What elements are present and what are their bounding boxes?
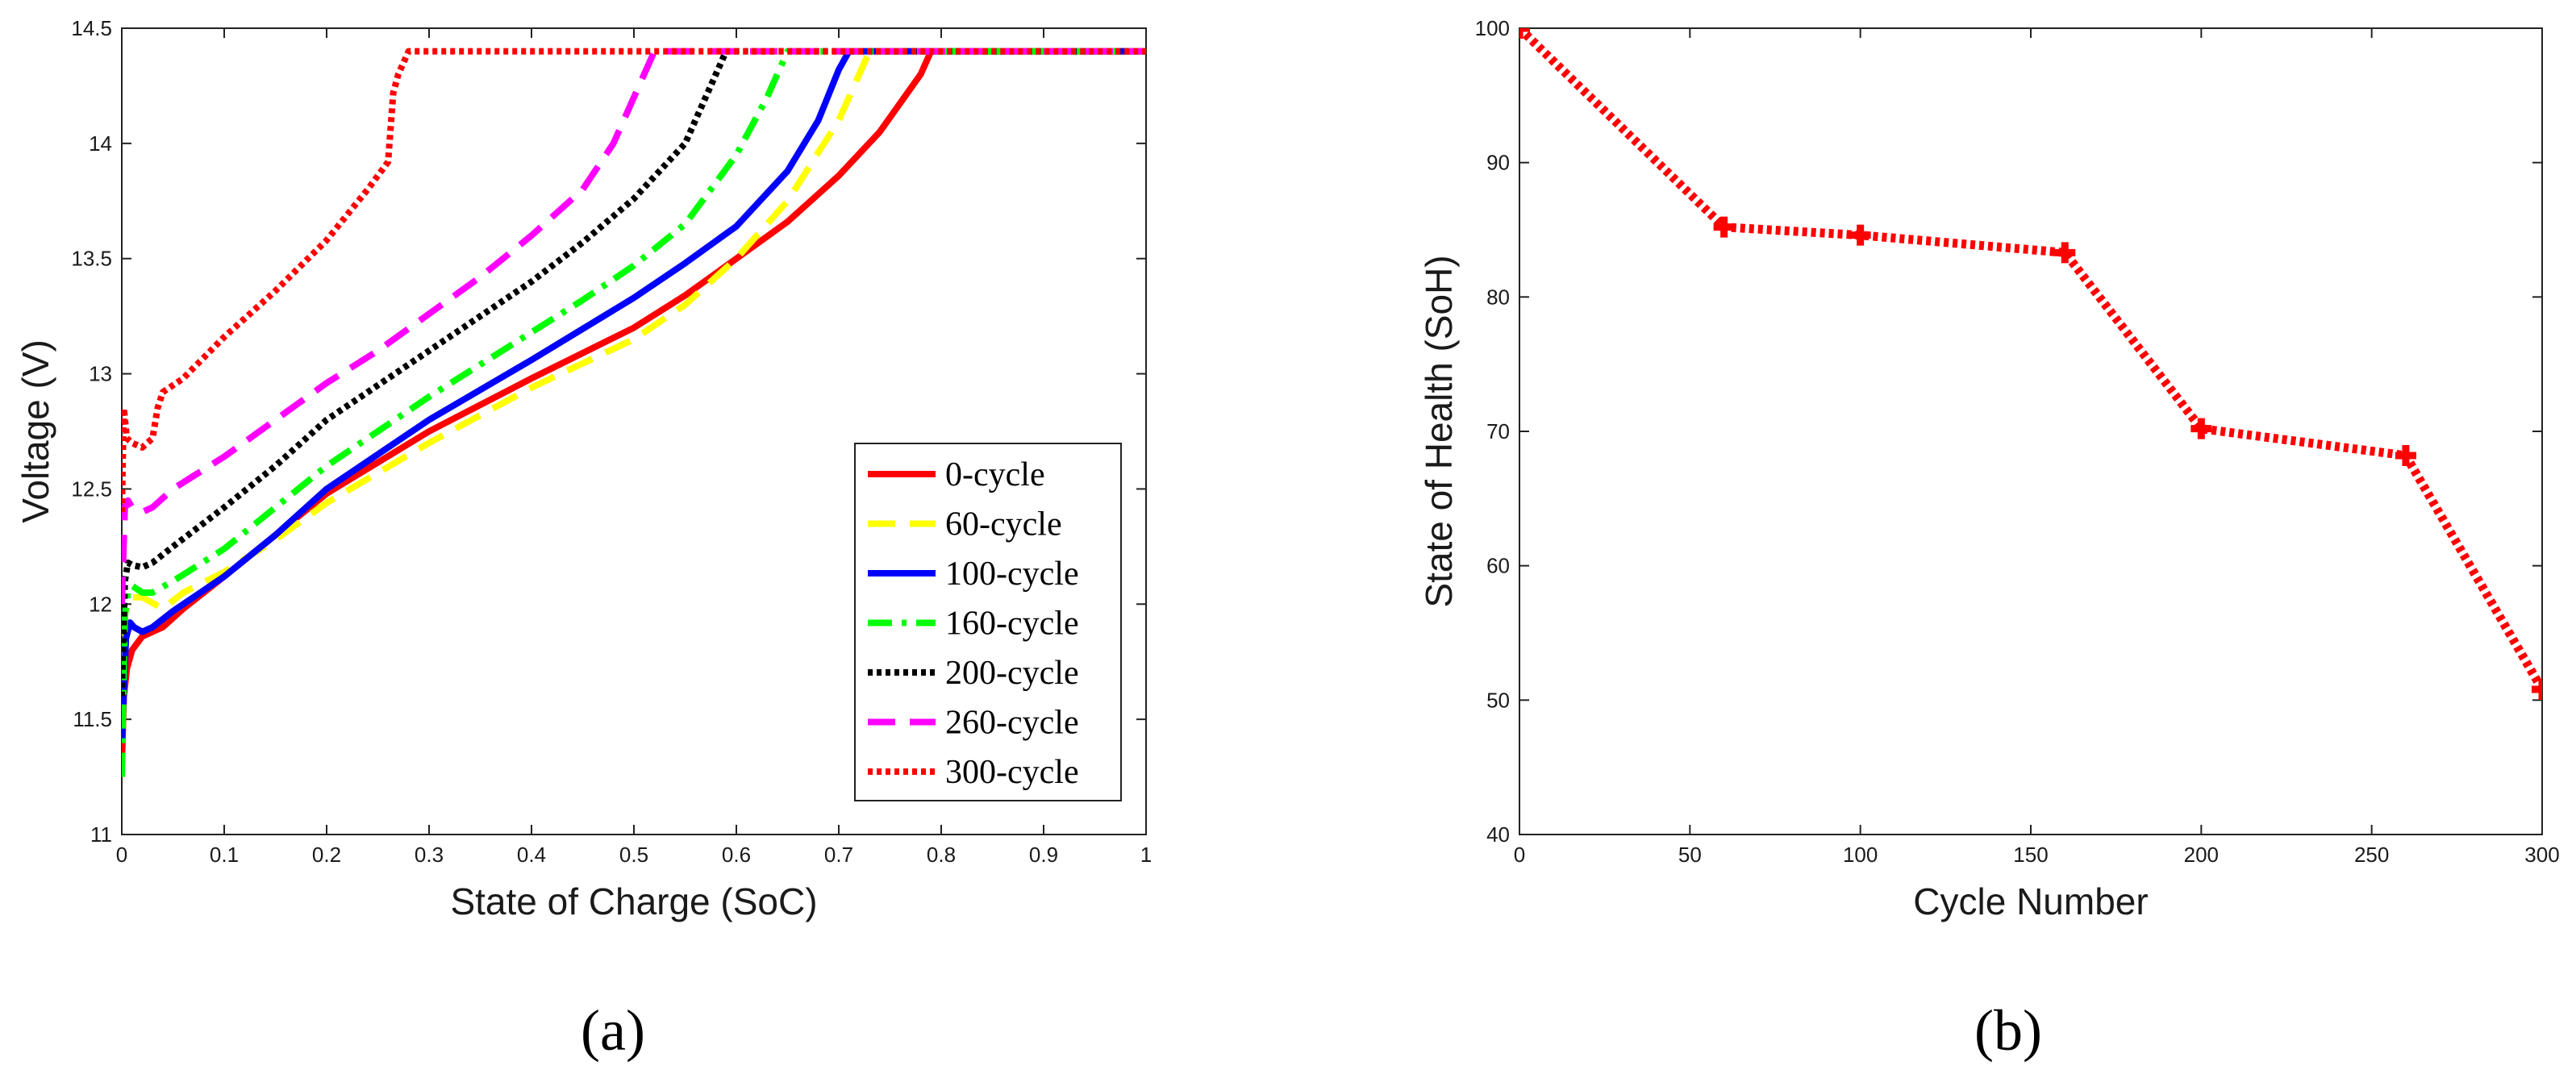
panel-label-b: (b)	[1974, 998, 2042, 1063]
data-point-marker	[2190, 418, 2212, 439]
y-tick-label: 80	[1486, 285, 1510, 309]
y-tick-label: 40	[1486, 822, 1510, 847]
chart-b-ticks: 0 50 100 150 200 250 300 40 50 60 70 80 90 100	[1475, 16, 2560, 867]
series-line-100-cycle	[122, 48, 1146, 743]
data-point-marker	[2054, 242, 2076, 264]
x-tick-label: 0.9	[1029, 843, 1058, 867]
chart-a-y-axis-label: Voltage (V)	[15, 339, 56, 523]
y-tick-label: 13	[89, 362, 112, 386]
legend-label-260-cycle: 260-cycle	[945, 705, 1079, 742]
x-tick-label: 0	[116, 843, 127, 867]
chart-a-x-axis-label: State of Charge (SoC)	[450, 880, 817, 922]
x-tick-label: 250	[2354, 843, 2389, 867]
y-tick-label: 90	[1486, 151, 1510, 175]
y-tick-label: 12.5	[71, 477, 112, 501]
data-point-marker	[1849, 224, 1871, 246]
series-line-0-cycle	[122, 48, 1146, 766]
x-tick-label: 50	[1678, 843, 1702, 867]
x-tick-label: 0	[1514, 843, 1525, 867]
x-tick-label: 0.7	[824, 843, 853, 867]
y-tick-label: 11.5	[73, 707, 112, 731]
legend-label-0-cycle: 0-cycle	[945, 456, 1045, 493]
data-point-marker	[2532, 679, 2542, 700]
x-tick-label: 0.2	[312, 843, 341, 867]
series-line-60-cycle	[122, 48, 1146, 720]
chart-a-series-group	[122, 48, 1146, 777]
y-tick-label: 13.5	[71, 247, 112, 271]
y-tick-label: 12	[89, 592, 112, 616]
x-tick-label: 1	[1140, 843, 1152, 867]
x-tick-label: 0.6	[722, 843, 751, 867]
chart-b-plot-area	[1519, 27, 2543, 835]
y-tick-label: 14	[89, 131, 112, 156]
x-tick-label: 0.3	[415, 843, 444, 867]
data-point-marker	[2395, 445, 2416, 466]
y-tick-label: 100	[1475, 16, 1510, 40]
x-tick-label: 0.5	[619, 843, 648, 867]
y-tick-label: 50	[1486, 688, 1510, 712]
legend-label-60-cycle: 60-cycle	[945, 506, 1062, 543]
x-tick-label: 100	[1843, 843, 1878, 867]
data-point-marker	[1713, 216, 1735, 238]
chart-a-voltage-vs-soc: 0 0.1 0.2 0.3 0.4 0.5 0.6 0.7 0.8 0.9 11111.51212.…	[15, 16, 1152, 922]
legend-label-200-cycle: 200-cycle	[945, 655, 1079, 692]
x-tick-label: 300	[2524, 843, 2559, 867]
x-tick-label: 200	[2184, 843, 2219, 867]
panel-label-a: (a)	[581, 998, 645, 1063]
y-tick-label: 14.5	[71, 16, 112, 40]
legend-label-100-cycle: 100-cycle	[945, 556, 1079, 593]
legend-label-160-cycle: 160-cycle	[945, 606, 1079, 643]
chart-b-x-axis-label: Cycle Number	[1913, 880, 2148, 922]
x-tick-label: 0.1	[210, 843, 239, 867]
x-tick-label: 0.8	[927, 843, 956, 867]
chart-b-y-axis-label: State of Health (SoH)	[1418, 255, 1460, 607]
y-tick-label: 60	[1486, 554, 1510, 578]
legend-label-300-cycle: 300-cycle	[945, 754, 1079, 791]
chart-b-soh-vs-cycle: 0 50 100 150 200 250 300 40 50 60 70 80 90 100 Cycle …	[1418, 16, 2560, 922]
legend-box	[854, 443, 1122, 801]
x-tick-label: 0.4	[517, 843, 546, 867]
chart-a-legend: 0-cycle 60-cycle 100-cycle 160-cycle 200-cyc…	[854, 443, 1122, 801]
x-tick-label: 150	[2013, 843, 2048, 867]
series-line-300-cycle	[122, 48, 1146, 513]
y-tick-label: 70	[1486, 419, 1510, 443]
y-tick-label: 11	[90, 822, 112, 847]
chart-a-ticks: 0 0.1 0.2 0.3 0.4 0.5 0.6 0.7 0.8 0.9 11111.51212.…	[71, 16, 1152, 867]
chart-b-series-group	[1519, 28, 2542, 700]
series-line-260-cycle	[122, 48, 1146, 605]
series-line-200-cycle	[122, 48, 1146, 697]
